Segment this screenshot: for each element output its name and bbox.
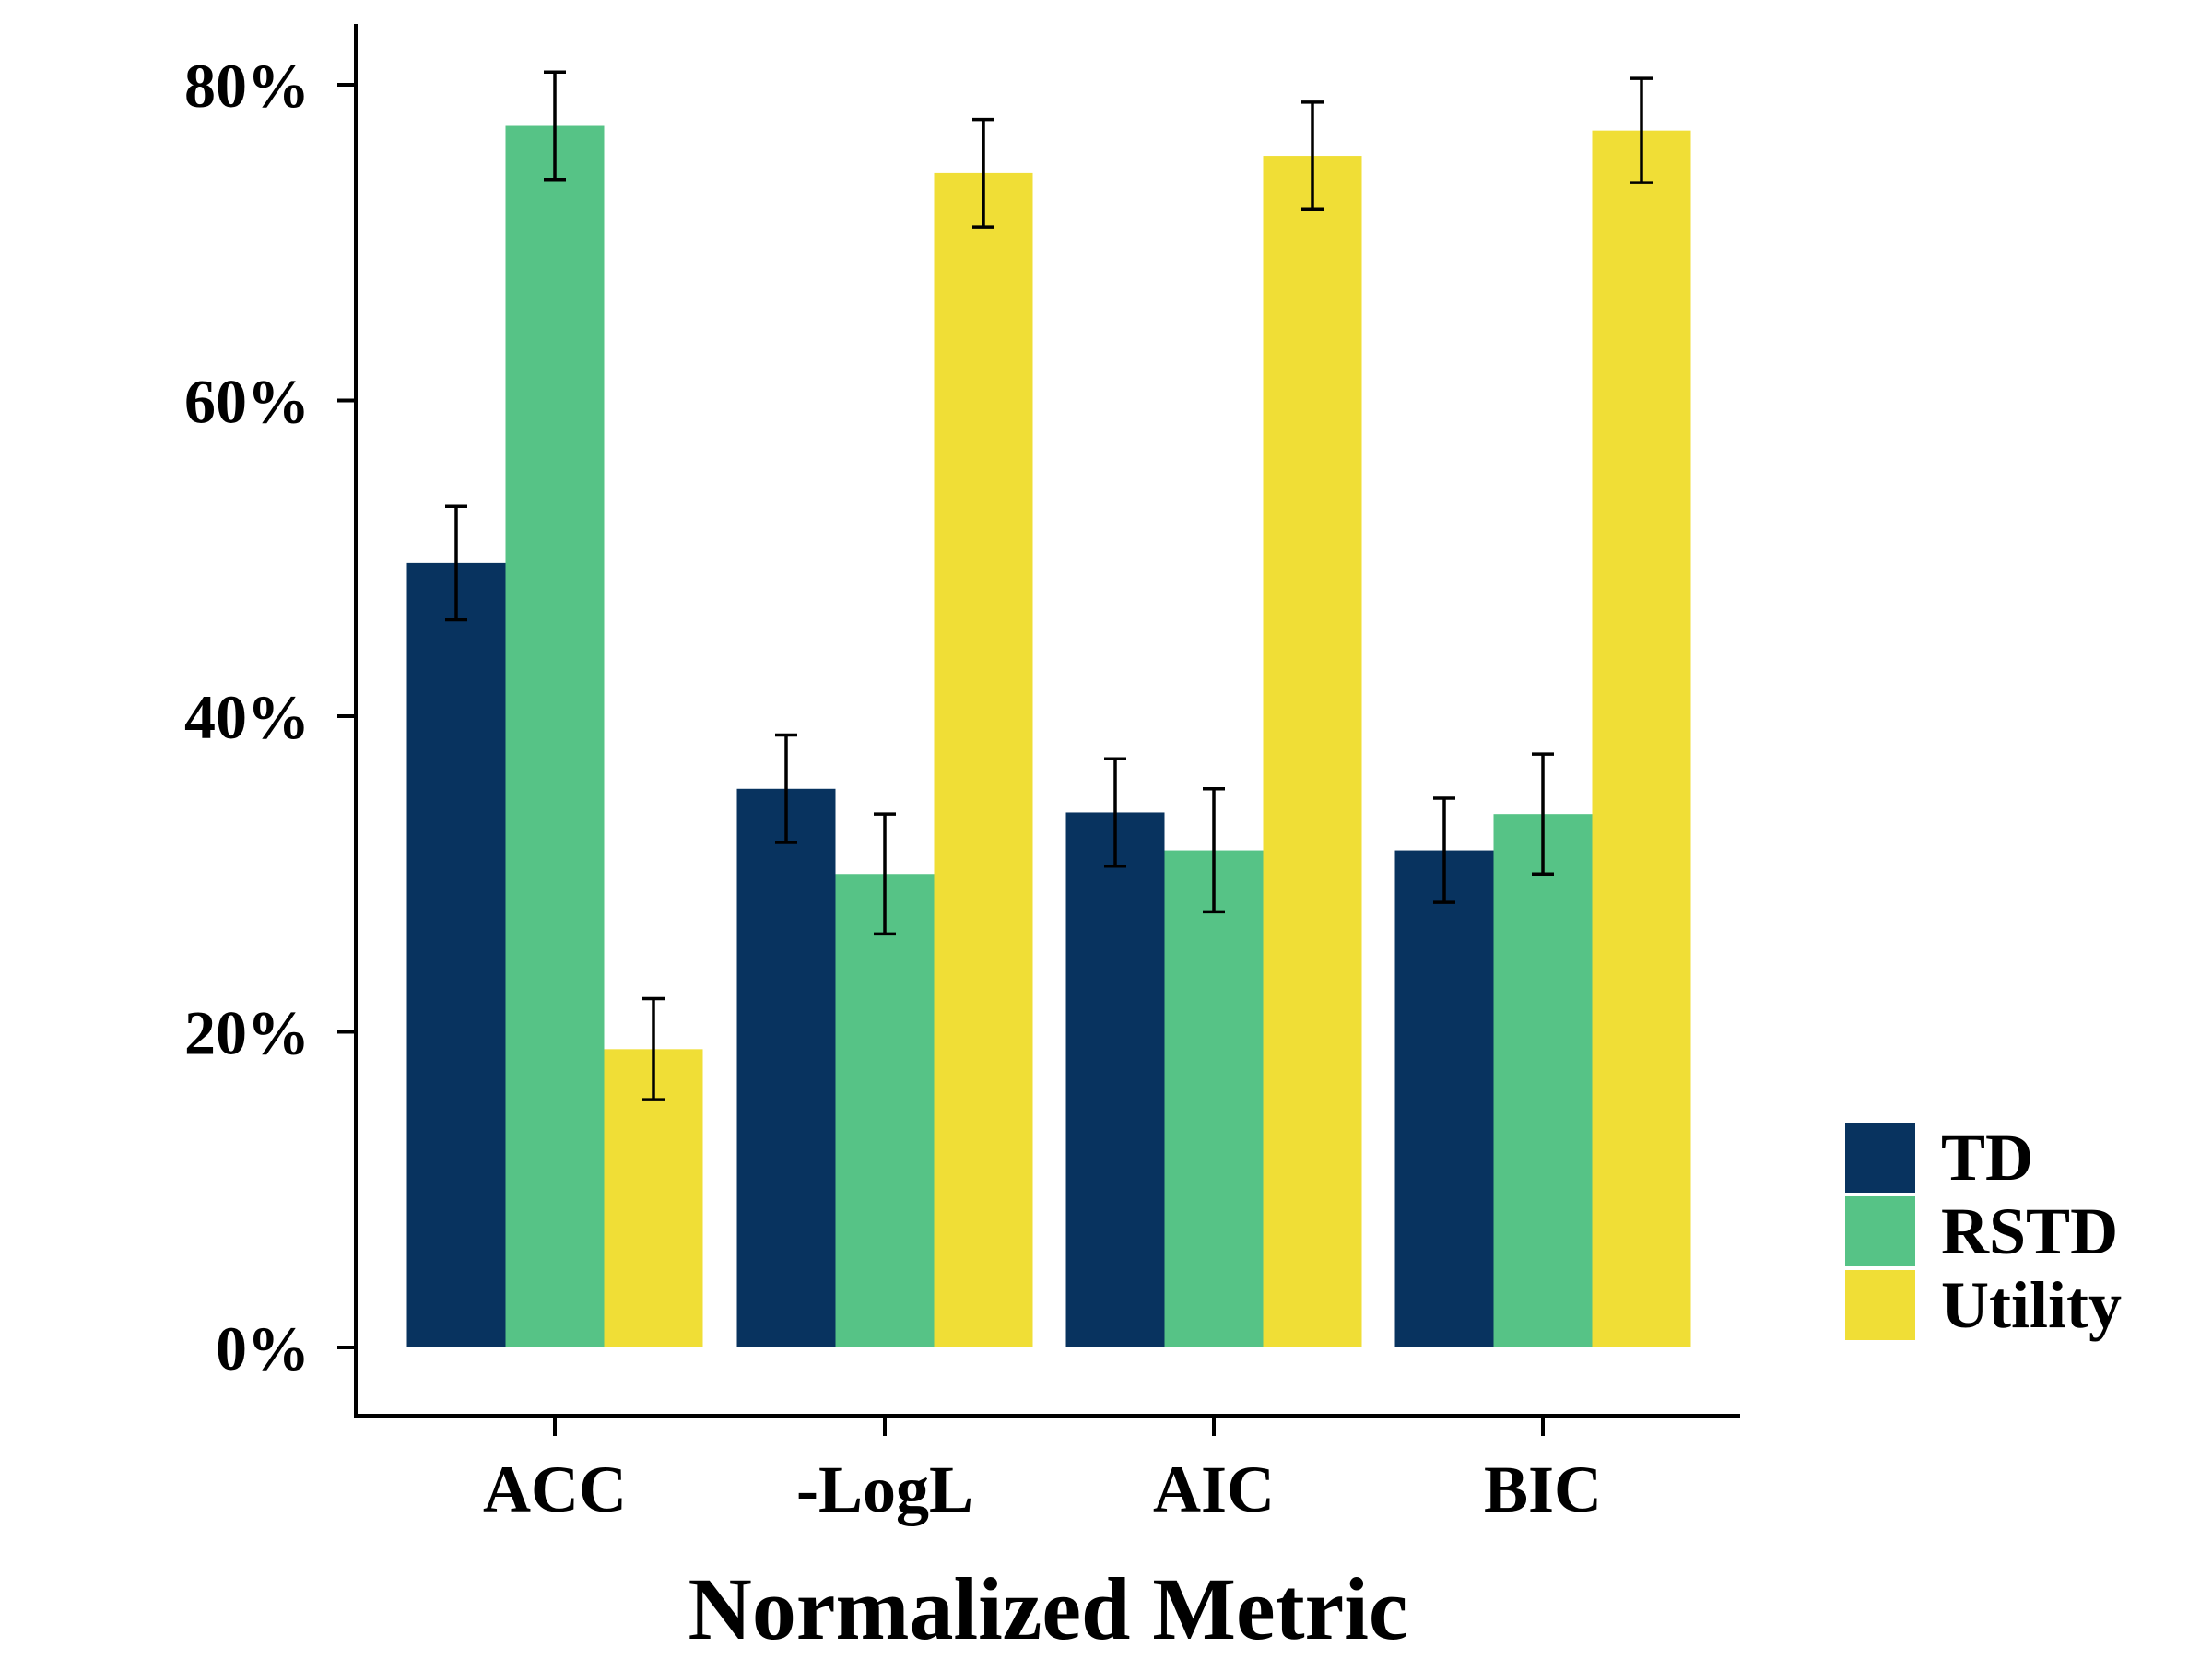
- error-bar: [642, 996, 665, 1101]
- y-ticks: 0% 20% 40% 60% 80%: [184, 51, 356, 1383]
- legend-label: Utility: [1941, 1268, 2122, 1342]
- legend-swatch: [1845, 1270, 1915, 1340]
- error-bar: [1301, 100, 1324, 212]
- bar: [934, 172, 1033, 1347]
- bar: [1592, 130, 1691, 1348]
- error-bar: [1630, 76, 1653, 184]
- bar: [1493, 814, 1593, 1347]
- x-ticks: ACC -LogL AIC BIC: [483, 1416, 1602, 1526]
- x-tick-label: AIC: [1153, 1453, 1275, 1526]
- error-bars-layer: [445, 70, 1653, 1101]
- y-tick-label: 40%: [184, 682, 310, 752]
- error-bar: [874, 812, 896, 936]
- bars-layer: [406, 125, 1691, 1348]
- bar: [1263, 156, 1362, 1347]
- x-axis-title: Normalized Metric: [688, 1559, 1408, 1658]
- error-bar: [1104, 757, 1126, 868]
- x-tick-label: BIC: [1484, 1453, 1602, 1526]
- error-bar: [445, 504, 467, 622]
- bar: [1164, 850, 1264, 1347]
- x-tick-label: ACC: [483, 1453, 627, 1526]
- x-tick-label: -LogL: [796, 1453, 973, 1526]
- error-bar: [775, 733, 797, 844]
- y-tick-label: 0%: [216, 1313, 310, 1383]
- bar: [1394, 850, 1494, 1347]
- bar: [736, 788, 836, 1347]
- bar: [406, 562, 506, 1347]
- error-bar: [1532, 752, 1554, 876]
- axes-layer: [354, 24, 1740, 1418]
- error-bar: [1433, 796, 1455, 904]
- error-bar: [544, 70, 566, 182]
- y-tick-label: 80%: [184, 51, 310, 121]
- legend-label: RSTD: [1941, 1194, 2118, 1268]
- legend-label: TD: [1941, 1121, 2033, 1194]
- y-tick-label: 20%: [184, 998, 310, 1068]
- legend-swatch: [1845, 1196, 1915, 1266]
- bar: [835, 874, 935, 1347]
- bar: [505, 125, 605, 1347]
- bar: [1065, 812, 1165, 1347]
- y-tick-label: 60%: [184, 367, 310, 437]
- error-bar: [1203, 787, 1225, 914]
- error-bar: [972, 117, 994, 229]
- legend-swatch: [1845, 1123, 1915, 1193]
